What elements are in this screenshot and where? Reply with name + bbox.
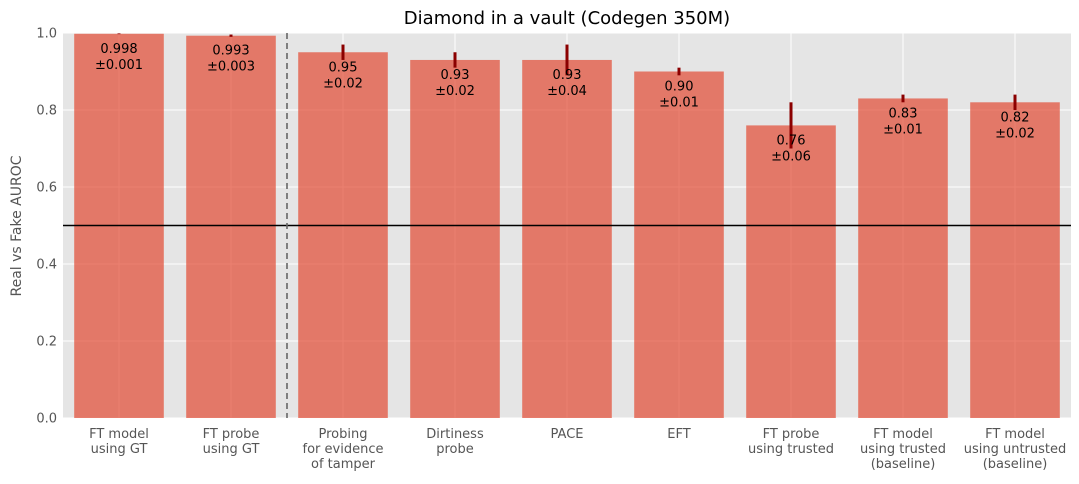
x-tick-label-line: using GT (91, 442, 148, 457)
y-tick-layer: 0.0 0.2 0.4 0.6 0.8 1.0 (36, 27, 57, 427)
data-label-value: 0.93 (553, 68, 582, 83)
x-tick-label-line: EFT (667, 427, 690, 442)
x-tick-label-line: PACE (551, 427, 584, 442)
data-label-value: 0.93 (441, 68, 470, 83)
x-tick-label: FT probe using GT (203, 427, 260, 457)
data-label-value: 0.95 (329, 60, 358, 75)
x-tick-label-line: FT model (985, 427, 1045, 442)
x-tick-label-line: of tamper (311, 457, 376, 472)
bar (746, 125, 836, 419)
x-tick-label: FT model using GT (89, 427, 149, 457)
y-tick-label: 0.8 (36, 104, 57, 119)
data-label-error: ±0.02 (323, 76, 363, 91)
x-tick-label-line: probe (436, 442, 474, 457)
x-tick-label-line: using GT (203, 442, 260, 457)
x-tick-label-line: for evidence (303, 442, 384, 457)
bar (298, 52, 388, 418)
y-tick-label: 0.6 (36, 181, 57, 196)
y-axis-label: Real vs Fake AUROC (9, 155, 25, 296)
x-tick-label-line: FT model (873, 427, 933, 442)
x-tick-label: FT model using untrusted (baseline) (964, 427, 1067, 472)
x-tick-label-line: Dirtiness (426, 427, 484, 442)
x-tick-label-line: (baseline) (871, 457, 936, 472)
data-label-value: 0.90 (665, 80, 694, 95)
data-label-value: 0.998 (100, 42, 137, 57)
x-tick-label-line: using trusted (748, 442, 834, 457)
y-tick-label: 1.0 (36, 27, 57, 42)
y-tick-label: 0.2 (36, 335, 57, 350)
data-label-value: 0.76 (777, 133, 806, 148)
x-tick-label-line: using untrusted (964, 442, 1067, 457)
bar (634, 71, 724, 418)
x-tick-label: FT model using trusted (baseline) (860, 427, 946, 472)
bar (970, 102, 1060, 419)
bar (186, 35, 276, 418)
x-tick-label-line: FT probe (763, 427, 820, 442)
bar (410, 59, 500, 418)
data-label-value: 0.993 (212, 44, 249, 59)
bar (522, 59, 612, 418)
data-label-error: ±0.003 (207, 60, 255, 75)
data-label-error: ±0.02 (995, 126, 1035, 141)
data-label-value: 0.82 (1001, 110, 1030, 125)
bar-layer (74, 33, 1060, 419)
line-layer (63, 33, 1071, 418)
x-tick-label-line: using trusted (860, 442, 946, 457)
data-label-error: ±0.01 (883, 122, 923, 137)
y-tick-label: 0.0 (36, 412, 57, 427)
data-label-error: ±0.02 (435, 84, 475, 99)
x-tick-label: Dirtiness probe (426, 427, 484, 457)
data-label-error: ±0.04 (547, 84, 587, 99)
data-label-value: 0.83 (889, 106, 918, 121)
x-tick-label: EFT (667, 427, 690, 442)
x-tick-label-line: FT model (89, 427, 149, 442)
x-tick-label-line: Probing (319, 427, 368, 442)
x-tick-label-line: FT probe (203, 427, 260, 442)
data-label-error: ±0.01 (659, 96, 699, 111)
x-tick-label: FT probe using trusted (748, 427, 834, 457)
data-label-error: ±0.001 (95, 58, 143, 73)
x-tick-label: PACE (551, 427, 584, 442)
data-label-error: ±0.06 (771, 149, 811, 164)
x-tick-label: Probing for evidence of tamper (303, 427, 384, 472)
chart-title: Diamond in a vault (Codegen 350M) (404, 8, 730, 29)
y-tick-label: 0.4 (36, 258, 57, 273)
x-tick-label-line: (baseline) (983, 457, 1048, 472)
bar (858, 98, 948, 418)
